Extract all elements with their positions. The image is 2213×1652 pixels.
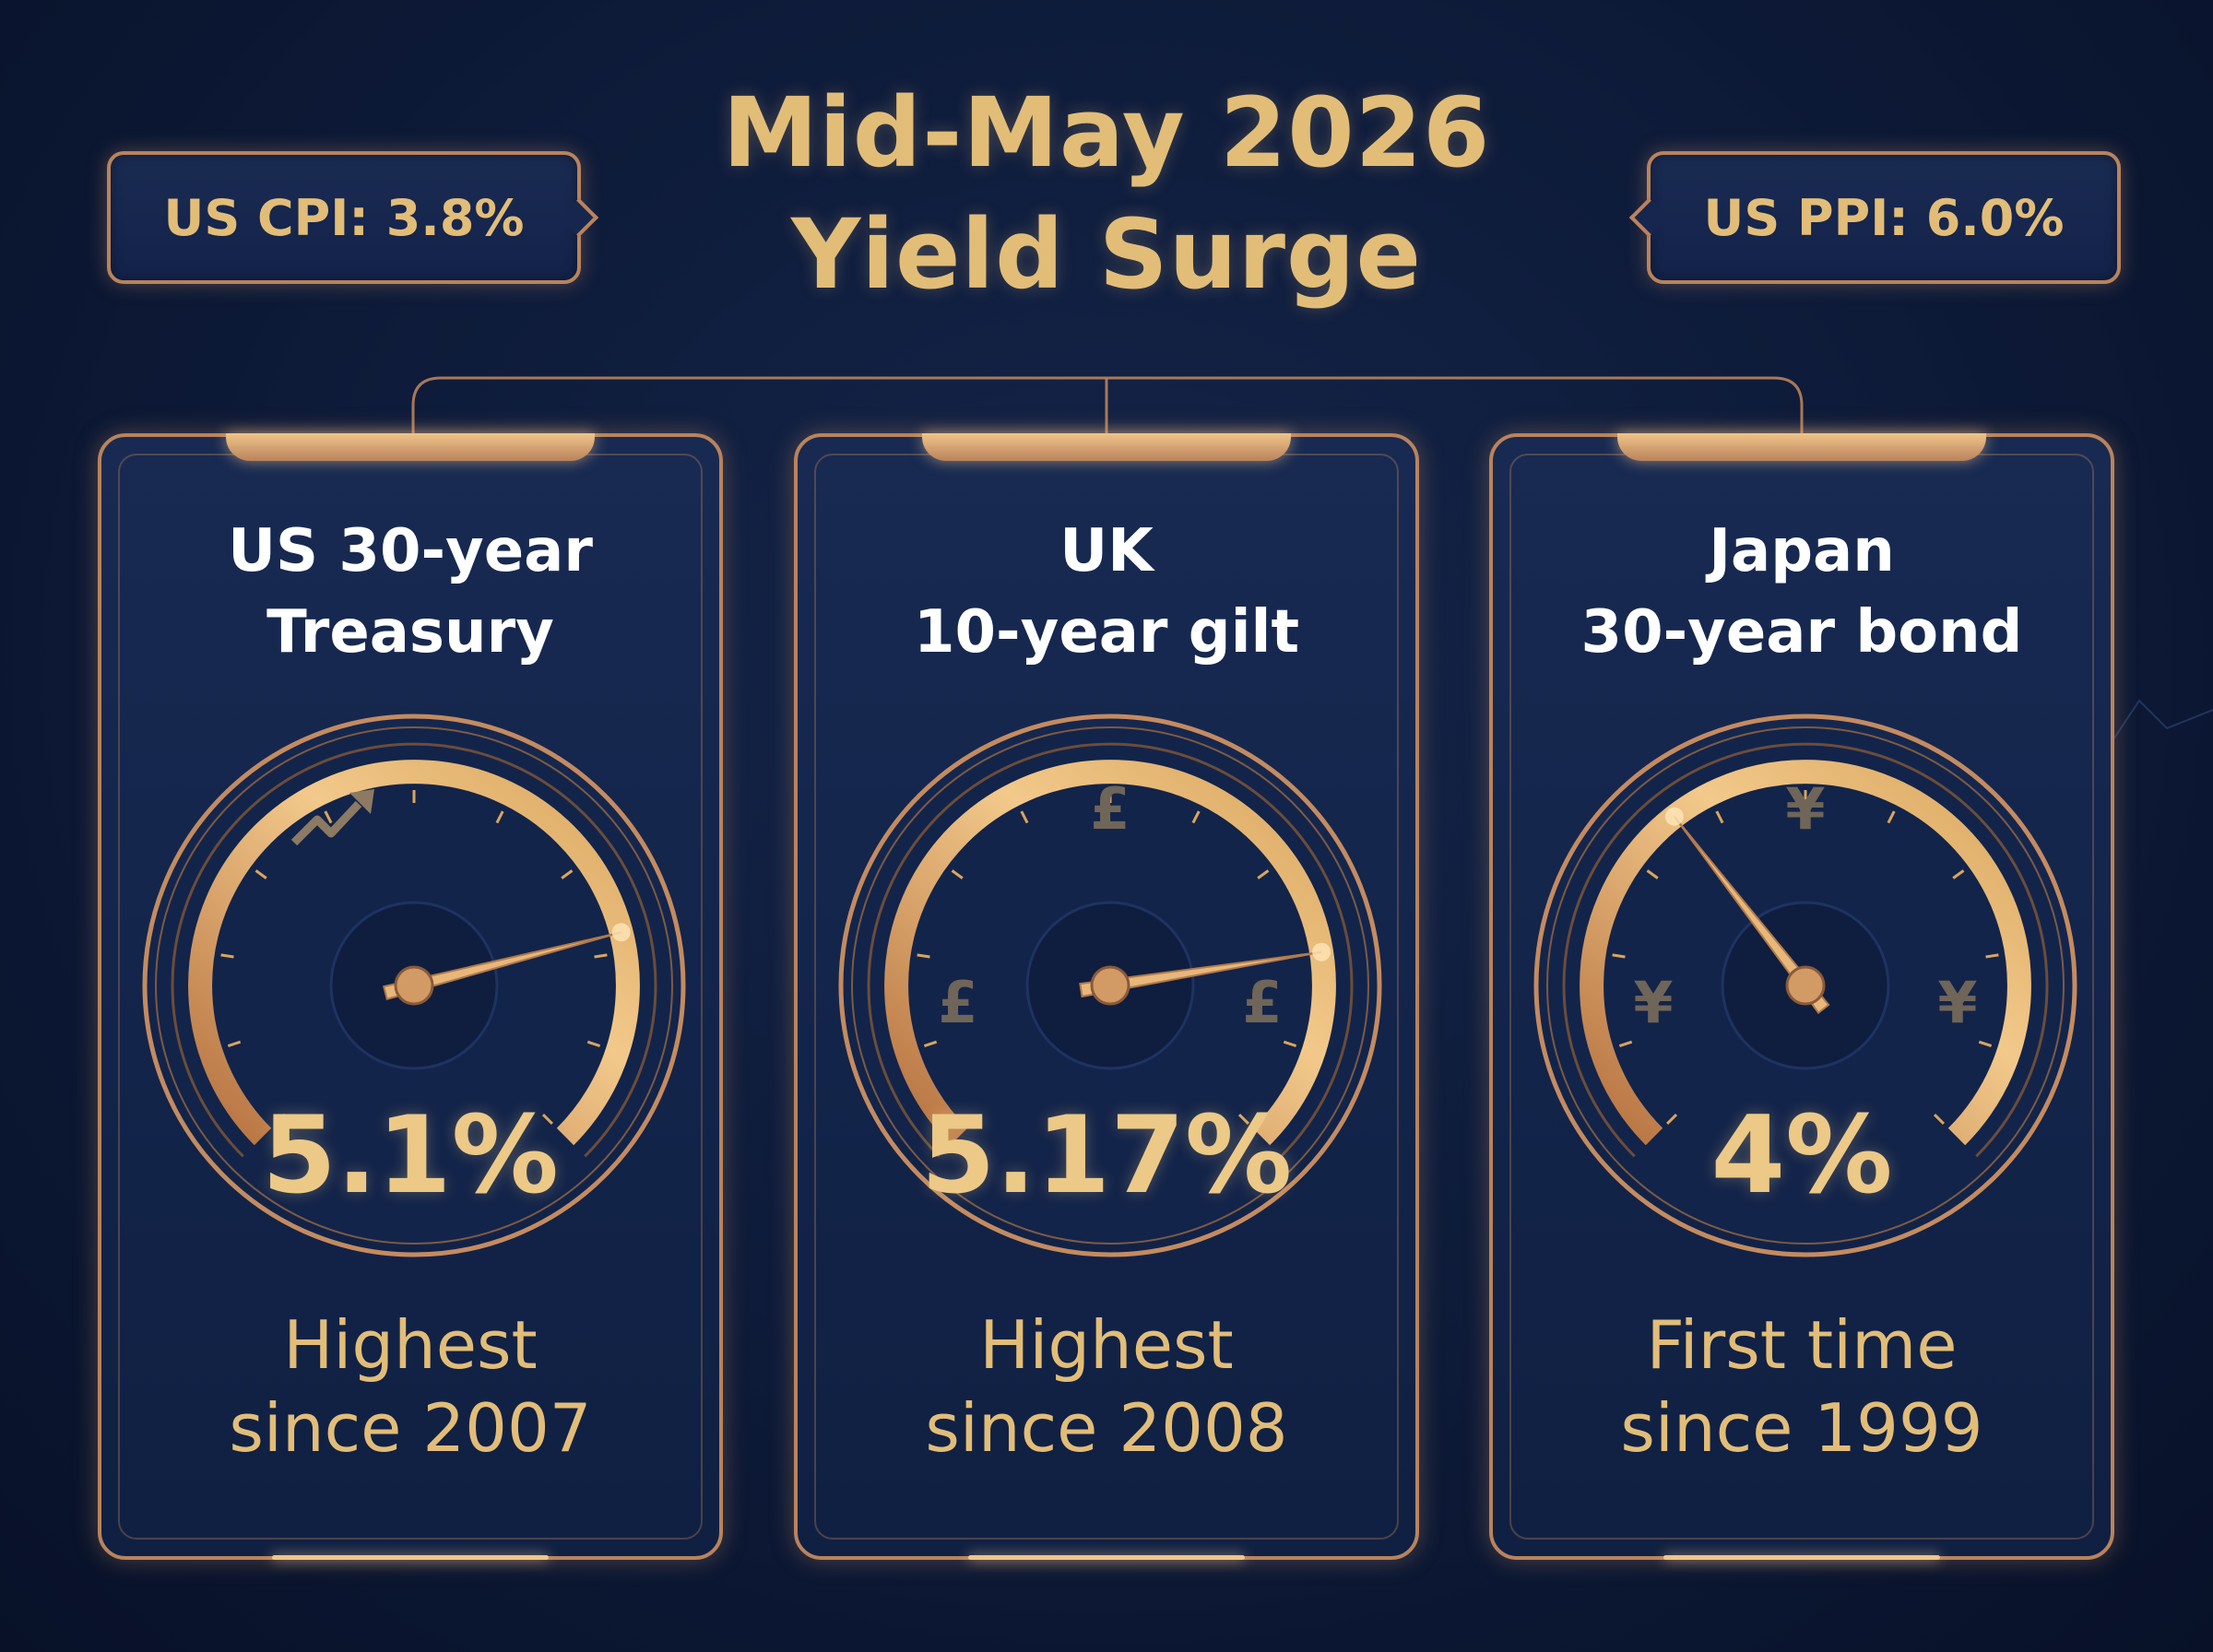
needle-glow (1312, 942, 1331, 962)
yield-value: 5.17% (920, 1093, 1293, 1218)
yen-icon: ¥ (1785, 775, 1825, 843)
gauge-tick (254, 869, 267, 879)
yield-value: 5.1% (262, 1093, 559, 1218)
pound-icon: £ (1242, 969, 1282, 1036)
gauge-pivot (1090, 965, 1130, 1006)
gauge-tick (1237, 1113, 1249, 1125)
gauge-track (1562, 742, 2049, 1158)
gauge-tick (1666, 1113, 1678, 1125)
card-title-line-2: 10-year gilt (913, 598, 1300, 667)
card-top-tab (922, 433, 1291, 461)
gauge-tick (220, 953, 234, 959)
gauge-tick (227, 1040, 242, 1047)
gauge-tick (1612, 953, 1626, 959)
gauge-tick (1978, 1040, 1993, 1047)
gauge-tick (1283, 1040, 1297, 1047)
gauge-arc (884, 759, 1336, 1146)
card-top-tab (1617, 433, 1986, 461)
yen-icon: ¥ (1633, 969, 1673, 1036)
gauge-needle (1079, 950, 1322, 998)
gauge-arc (1580, 759, 2031, 1146)
card-bottom-glow (1663, 1555, 1940, 1560)
card-bottom-glow (272, 1555, 549, 1560)
yen-icon: ¥ (1937, 969, 1977, 1036)
yield-value: 4% (1710, 1093, 1893, 1218)
note-line-1: Highest (979, 1306, 1234, 1384)
gauge (142, 714, 686, 1257)
needle-glow (611, 923, 631, 942)
gauge-tick (1887, 810, 1896, 824)
card-japan-bond: Japan 30-year bond ¥ ¥ ¥ 4% First time sin… (1489, 433, 2114, 1560)
gauge-tick (1020, 810, 1029, 824)
gauge-tick (495, 810, 504, 824)
gauge-track (171, 742, 657, 1158)
gauge-tick (1257, 869, 1270, 879)
note-line-1: First time (1646, 1306, 1958, 1384)
gauge: ¥ ¥ ¥ (1533, 714, 2077, 1257)
gauge-tick (1191, 810, 1201, 824)
gauge-tick (923, 1040, 938, 1047)
page-title: Mid-May 2026 Yield Surge (553, 72, 1660, 315)
gauge-tick (586, 1040, 601, 1047)
card-title-line-2: 30-year bond (1580, 598, 2023, 667)
gauge-tick (1715, 810, 1724, 824)
needle-glow (1664, 807, 1684, 826)
gauge-arc (188, 759, 640, 1146)
cpi-callout: US CPI: 3.8% (107, 151, 581, 284)
card-title-line-2: Treasury (266, 598, 554, 667)
gauge-tick (324, 810, 333, 824)
gauge-tick (1985, 953, 1999, 959)
trend-up-arrow-icon (290, 789, 374, 846)
gauge-tick (971, 1113, 983, 1125)
gauge-outer-ring (142, 714, 686, 1257)
card-title-line-1: UK (1059, 517, 1154, 585)
gauge-tick (561, 869, 574, 879)
note-line-2: since 2008 (925, 1389, 1288, 1467)
card-title: UK 10-year gilt (798, 511, 1415, 673)
gauge-pivot (1785, 965, 1826, 1006)
note-line-2: since 2007 (229, 1389, 592, 1467)
card-bottom-glow (968, 1555, 1245, 1560)
note-line-1: Highest (283, 1306, 538, 1384)
gauge-tick (1952, 869, 1965, 879)
gauge-tick (951, 869, 964, 879)
gauge-needle (1673, 816, 1830, 1014)
gauge-outer-ring (838, 714, 1382, 1257)
card-top-tab (226, 433, 595, 461)
gauge-tick (541, 1113, 553, 1125)
pound-icon: £ (938, 969, 977, 1036)
ppi-callout: US PPI: 6.0% (1647, 151, 2121, 284)
gauge-tick (594, 953, 608, 959)
yield-note: First time since 1999 (1493, 1304, 2111, 1469)
card-title: US 30-year Treasury (101, 511, 719, 673)
gauge-outer-ring (1533, 714, 2077, 1257)
card-title-line-1: Japan (1709, 517, 1895, 585)
gauge-pivot (394, 965, 434, 1006)
yield-note: Highest since 2008 (798, 1304, 1415, 1469)
gauge-tick (917, 953, 930, 959)
gauge-tick (1618, 1040, 1633, 1047)
gauge: £ £ £ (838, 714, 1382, 1257)
gauge-needle (383, 931, 621, 1000)
card-title-line-1: US 30-year (228, 517, 593, 585)
gauge-tick (275, 1113, 287, 1125)
title-line-1: Mid-May 2026 (722, 77, 1491, 189)
pound-icon: £ (1090, 775, 1130, 843)
gauge-track (867, 742, 1354, 1158)
yield-note: Highest since 2007 (101, 1304, 719, 1469)
card-title: Japan 30-year bond (1493, 511, 2111, 673)
gauge-tick (1933, 1113, 1945, 1125)
card-uk-gilt: UK 10-year gilt £ £ £ 5.17% Highest since … (794, 433, 1419, 1560)
note-line-2: since 1999 (1620, 1389, 1983, 1467)
card-us-treasury: US 30-year Treasury 5.1% Highest since 2… (98, 433, 723, 1560)
title-line-2: Yield Surge (790, 198, 1422, 311)
gauge-tick (1646, 869, 1659, 879)
